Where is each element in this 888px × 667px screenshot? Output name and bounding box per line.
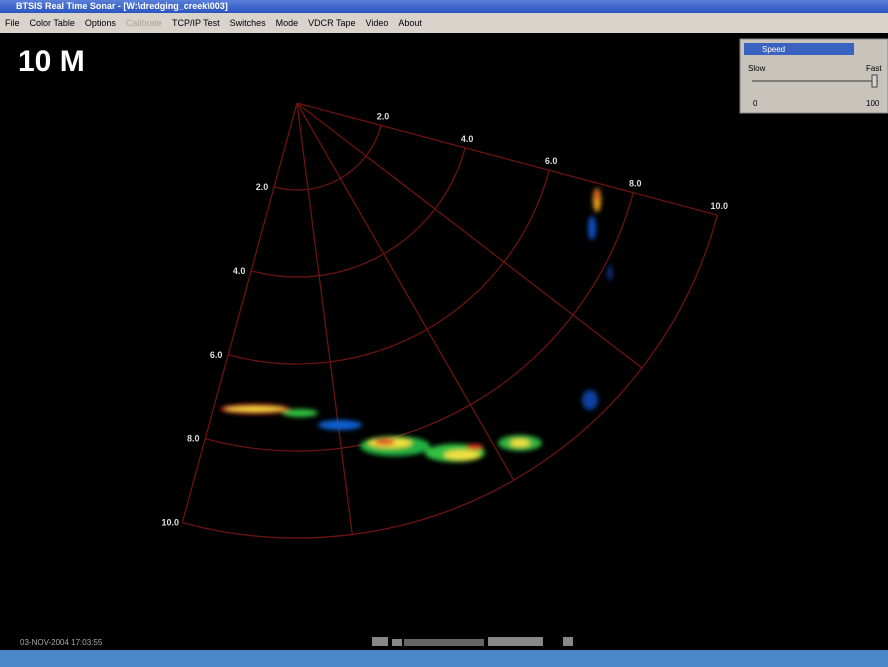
- menu-item[interactable]: Calibrate: [126, 18, 162, 28]
- menu-item[interactable]: VDCR Tape: [308, 18, 355, 28]
- menu-item[interactable]: File: [5, 18, 20, 28]
- title-bar: BTSIS Real Time Sonar - [W:\dredging_cre…: [0, 0, 888, 13]
- speed-panel: Speed Slow Fast 0 100: [740, 39, 888, 113]
- sonar-display: 2.0 4.0 6.0 8.0 10.0 2.0 4.0 6.0 8.0 10.0 10 M Sp…: [0, 33, 888, 650]
- range-tick-label: 10.0: [711, 201, 729, 211]
- speed-max-label: Fast: [866, 64, 882, 73]
- menu-item[interactable]: Video: [366, 18, 389, 28]
- range-label: 10 M: [18, 45, 85, 78]
- status-timestamp: 03-NOV-2004 17:03:55: [20, 638, 103, 647]
- range-tick-label: 2.0: [377, 111, 390, 121]
- speed-max-value: 100: [866, 99, 880, 108]
- page: BTSIS Real Time Sonar - [W:\dredging_cre…: [0, 0, 888, 667]
- window-title: BTSIS Real Time Sonar - [W:\dredging_cre…: [16, 1, 228, 11]
- range-tick-label: 6.0: [545, 156, 558, 166]
- range-tick-label: 8.0: [629, 179, 642, 189]
- speed-title: Speed: [762, 45, 785, 54]
- task-bar: [0, 650, 888, 667]
- range-tick-label: 6.0: [210, 350, 223, 360]
- range-tick-label: 10.0: [162, 518, 180, 528]
- speed-min-value: 0: [753, 99, 758, 108]
- speed-slider[interactable]: [872, 75, 877, 87]
- menu-item[interactable]: Mode: [276, 18, 299, 28]
- menu-item[interactable]: TCP/IP Test: [172, 18, 220, 28]
- range-tick-label: 2.0: [256, 182, 269, 192]
- speed-min-label: Slow: [748, 64, 766, 73]
- menu-item[interactable]: Switches: [230, 18, 266, 28]
- range-tick-label: 4.0: [233, 266, 246, 276]
- range-tick-label: 8.0: [187, 434, 200, 444]
- menu-item[interactable]: Options: [85, 18, 116, 28]
- menu-bar: File Color Table Options Calibrate TCP/IP Te…: [0, 13, 888, 33]
- range-tick-label: 4.0: [461, 134, 474, 144]
- menu-item[interactable]: About: [398, 18, 422, 28]
- display-background: [0, 33, 888, 650]
- menu-item[interactable]: Color Table: [30, 18, 75, 28]
